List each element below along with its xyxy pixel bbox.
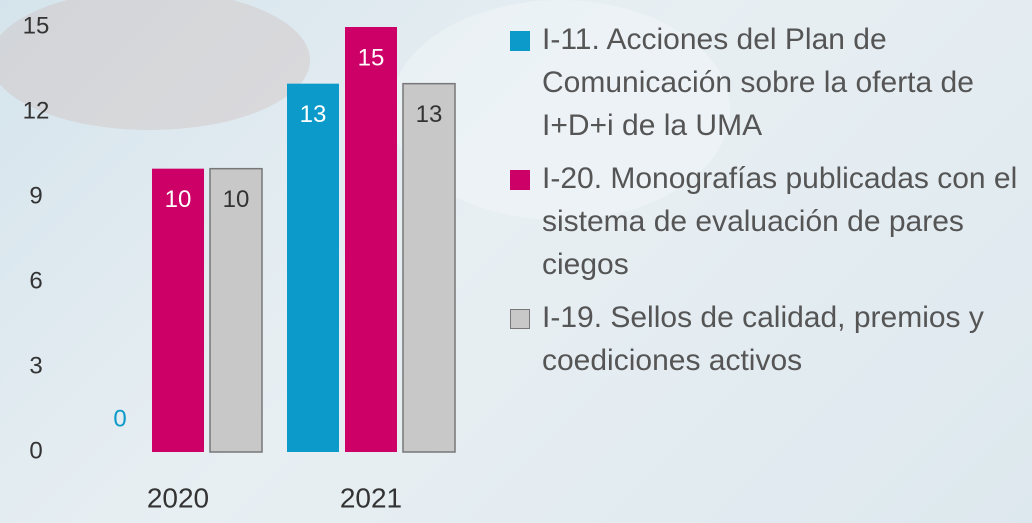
x-tick-label: 2020 (147, 482, 209, 513)
x-tick-label: 2021 (340, 482, 402, 513)
legend-swatch (510, 31, 530, 51)
legend-swatch (510, 309, 530, 329)
data-label: 10 (223, 186, 250, 213)
y-tick-label: 6 (29, 267, 42, 294)
data-label: 13 (300, 101, 327, 128)
data-label: 0 (113, 405, 126, 432)
legend-label: I-19. Sellos de calidad, premios y coedi… (542, 301, 984, 377)
bar (287, 84, 339, 452)
y-tick-label: 9 (29, 182, 42, 209)
legend-label: I-20. Monografías publicadas con el sist… (542, 162, 1017, 281)
y-tick-label: 0 (29, 437, 42, 464)
chart-container: 0 3 6 9 12 15 2020 0 10 10 2021 13 15 13 I-11. Accion… (0, 0, 1032, 523)
legend-entry: I-11. Acciones del Plan de Comunicación … (508, 18, 1028, 147)
legend-entry: I-20. Monografías publicadas con el sist… (508, 157, 1028, 286)
legend: I-11. Acciones del Plan de Comunicación … (508, 18, 1028, 392)
legend-swatch (510, 170, 530, 190)
data-label: 15 (358, 44, 385, 71)
data-label: 10 (165, 186, 192, 213)
y-tick-label: 15 (23, 12, 50, 39)
y-tick-label: 12 (23, 97, 50, 124)
data-label: 13 (416, 101, 443, 128)
legend-label: I-11. Acciones del Plan de Comunicación … (542, 23, 974, 142)
legend-entry: I-19. Sellos de calidad, premios y coedi… (508, 296, 1028, 382)
bar (345, 27, 397, 452)
bar (403, 84, 455, 452)
y-tick-label: 3 (29, 352, 42, 379)
